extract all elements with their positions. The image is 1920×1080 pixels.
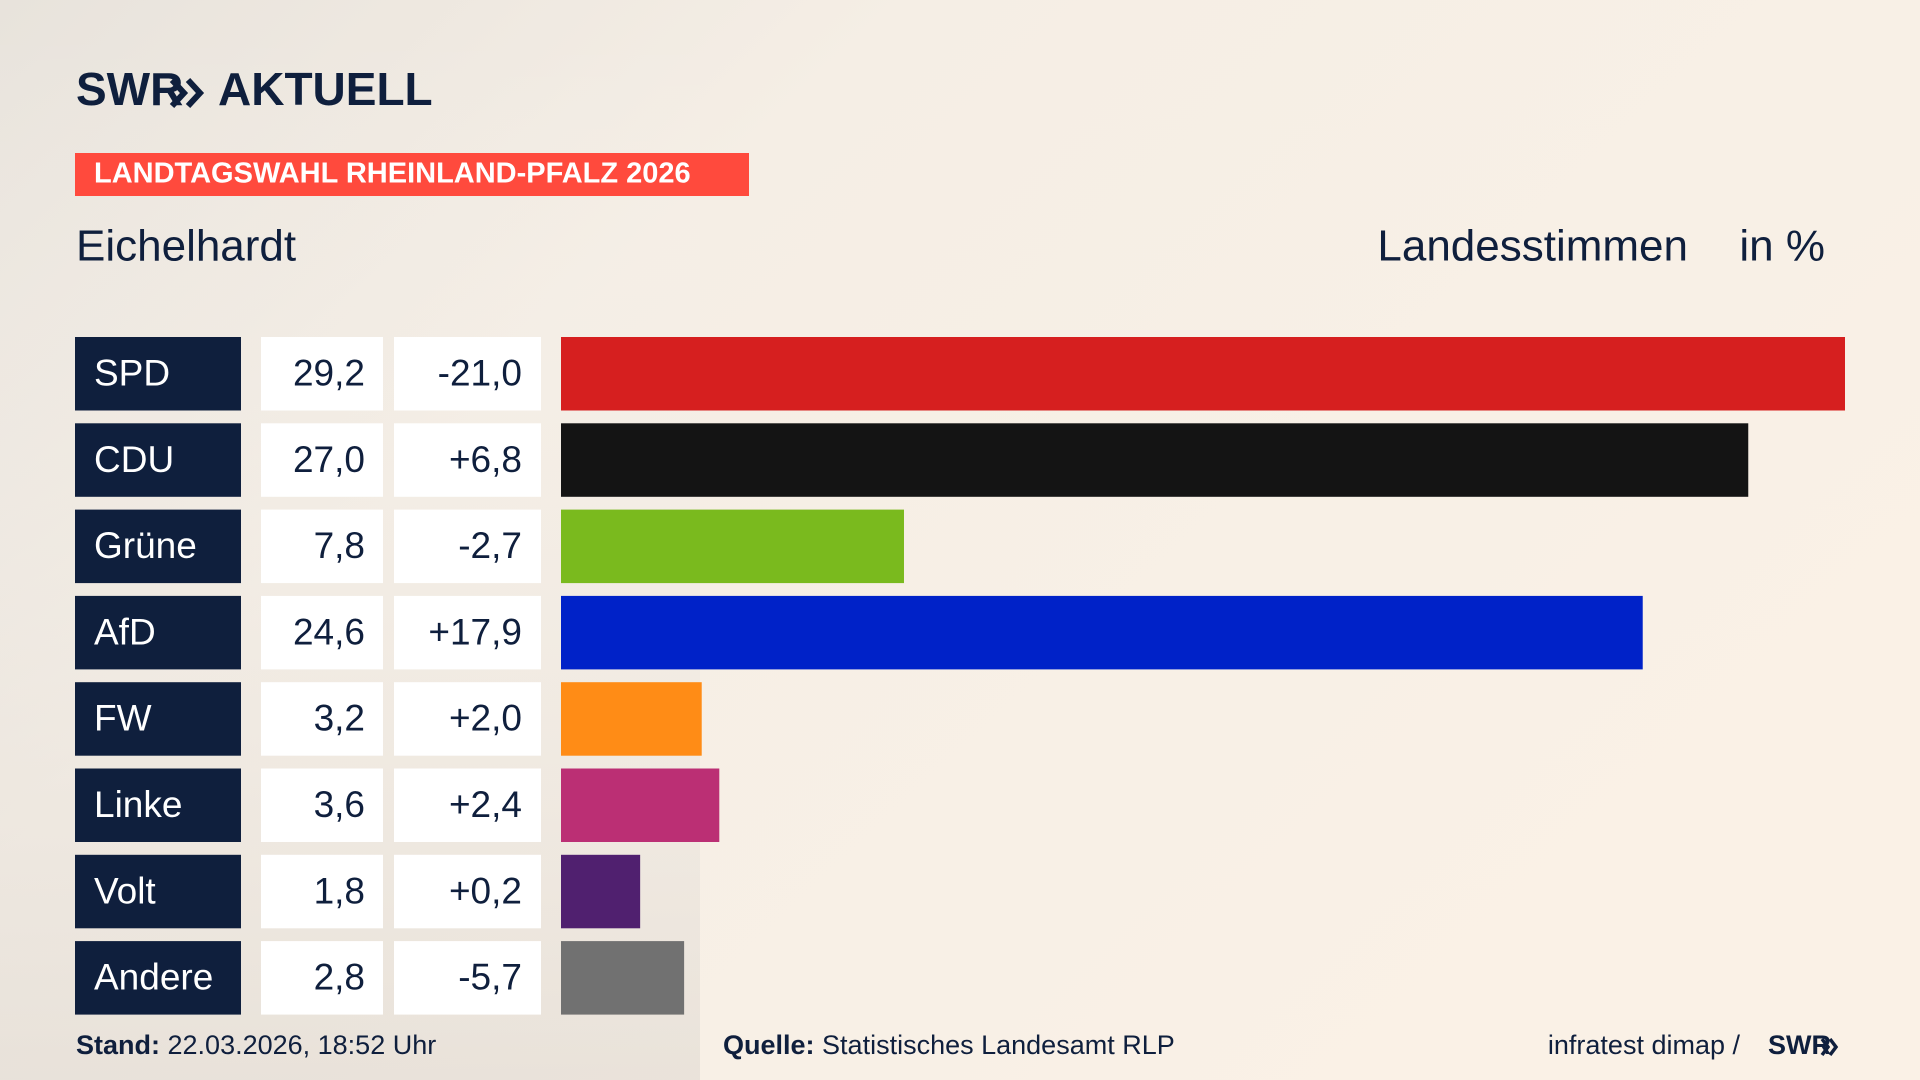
change-label: +0,2 [449, 870, 522, 911]
value-label: 3,6 [314, 784, 365, 825]
change-label: +2,0 [449, 698, 522, 739]
party-label: Andere [94, 957, 213, 998]
party-cell [75, 854, 241, 929]
value-cell [261, 337, 383, 411]
value-label: 27,0 [293, 439, 365, 480]
change-cell [394, 509, 541, 584]
value-cell [261, 509, 383, 584]
change-label: -2,7 [458, 525, 522, 566]
party-cell [75, 768, 241, 842]
party-cell [75, 423, 241, 497]
kicker-box [75, 153, 749, 196]
change-label: +6,8 [449, 439, 522, 480]
change-label: -21,0 [438, 353, 522, 394]
value-label: 3,2 [314, 698, 365, 739]
party-label: CDU [94, 439, 174, 480]
chart-title: Eichelhardt [76, 222, 296, 271]
brand-chevron [185, 77, 205, 109]
value-cell [261, 423, 383, 497]
party-cell [75, 509, 241, 584]
party-label: Grüne [94, 525, 197, 566]
bar [561, 595, 1643, 670]
change-cell [394, 854, 541, 929]
value-cell [261, 941, 383, 1015]
bar [561, 509, 904, 584]
change-label: +2,4 [449, 784, 522, 825]
source-value: Statistisches Landesamt RLP [822, 1030, 1175, 1060]
party-cell [75, 941, 241, 1015]
credit-brand: SWR [1768, 1030, 1831, 1060]
kicker: LANDTAGSWAHL RHEINLAND-PFALZ 2026 [94, 158, 691, 190]
brand-chevron [169, 77, 189, 109]
change-label: +17,9 [428, 611, 522, 652]
change-label: -5,7 [458, 957, 522, 998]
value-cell [261, 682, 383, 756]
source: Quelle: Statistisches Landesamt RLP [723, 1030, 1175, 1060]
bar [561, 337, 1845, 411]
stand-value: 22.03.2026, 18:52 Uhr [168, 1030, 437, 1060]
stand-label: Stand: [76, 1030, 160, 1060]
value-label: 24,6 [293, 611, 365, 652]
value-cell [261, 595, 383, 670]
bar [561, 423, 1749, 497]
party-label: FW [94, 698, 152, 739]
value-label: 7,8 [314, 525, 365, 566]
change-cell [394, 423, 541, 497]
stand: Stand: 22.03.2026, 18:52 Uhr [76, 1030, 436, 1060]
change-cell [394, 941, 541, 1015]
party-label: AfD [94, 611, 156, 652]
party-label: Volt [94, 870, 156, 911]
party-cell [75, 595, 241, 670]
change-cell [394, 768, 541, 842]
bar [561, 854, 641, 929]
bar [561, 941, 685, 1015]
value-cell [261, 854, 383, 929]
value-cell [261, 768, 383, 842]
change-cell [394, 682, 541, 756]
credit-chevron [1828, 1037, 1839, 1057]
unit: in % [1739, 222, 1825, 271]
party-label: Linke [94, 784, 182, 825]
bar [561, 768, 720, 842]
brand-name: AKTUELL [218, 63, 433, 115]
party-cell [75, 337, 241, 411]
change-cell [394, 595, 541, 670]
party-label: SPD [94, 353, 170, 394]
value-label: 2,8 [314, 957, 365, 998]
party-cell [75, 682, 241, 756]
source-label: Quelle: [723, 1030, 815, 1060]
credit: infratest dimap / [1548, 1030, 1741, 1060]
change-cell [394, 337, 541, 411]
bar [561, 682, 702, 756]
measure: Landesstimmen [1377, 222, 1688, 271]
brand: SWR [76, 63, 183, 115]
value-label: 1,8 [314, 870, 365, 911]
value-label: 29,2 [293, 353, 365, 394]
credit-chevron [1820, 1037, 1831, 1057]
